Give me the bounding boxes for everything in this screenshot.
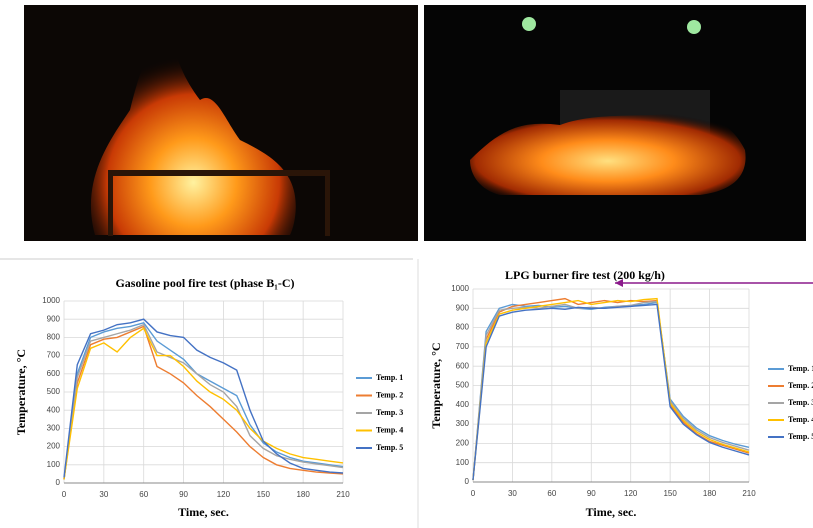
y-axis-label: Temperature, °C xyxy=(14,349,28,435)
x-tick-label: 180 xyxy=(703,489,717,498)
x-tick-label: 90 xyxy=(587,489,596,498)
series-line xyxy=(472,297,750,481)
series-line xyxy=(63,323,344,480)
y-tick-label: 200 xyxy=(47,442,61,451)
x-tick-label: 0 xyxy=(62,490,67,499)
legend-label: Temp. 2 xyxy=(788,381,813,390)
y-tick-label: 100 xyxy=(456,458,470,467)
x-tick-label: 90 xyxy=(179,490,188,499)
x-tick-label: 30 xyxy=(508,489,517,498)
legend-label: Temp. 1 xyxy=(376,373,403,382)
y-tick-label: 800 xyxy=(47,333,61,342)
legend-label: Temp. 4 xyxy=(788,415,813,424)
x-tick-label: 180 xyxy=(296,490,310,499)
x-axis-label: Time, sec. xyxy=(586,505,637,519)
x-tick-label: 30 xyxy=(99,490,108,499)
x-tick-label: 120 xyxy=(624,489,638,498)
y-tick-label: 1000 xyxy=(451,284,469,293)
x-tick-label: 150 xyxy=(257,490,271,499)
y-tick-label: 100 xyxy=(47,460,61,469)
legend-label: Temp. 5 xyxy=(376,443,403,452)
legend-label: Temp. 1 xyxy=(788,364,813,373)
y-tick-label: 600 xyxy=(456,361,470,370)
y-tick-label: 200 xyxy=(456,439,470,448)
x-tick-label: 60 xyxy=(139,490,148,499)
y-tick-label: 800 xyxy=(456,323,470,332)
photo-gasoline xyxy=(24,5,418,241)
y-tick-label: 900 xyxy=(456,303,470,312)
legend-label: Temp. 3 xyxy=(788,398,813,407)
x-tick-label: 120 xyxy=(217,490,231,499)
x-tick-label: 210 xyxy=(742,489,756,498)
series-line xyxy=(63,318,344,478)
y-tick-label: 900 xyxy=(47,314,61,323)
y-axis-label: Temperature, °C xyxy=(429,342,443,428)
chart-title: Gasoline pool fire test (phase B₁-C) xyxy=(115,276,294,290)
series-line xyxy=(63,327,344,480)
x-tick-label: 210 xyxy=(336,490,350,499)
y-tick-label: 700 xyxy=(456,342,470,351)
x-tick-label: 60 xyxy=(547,489,556,498)
chart: 0 100 200 300 400 500 600 700 800 900 1000 0 30 60 90 1… xyxy=(429,268,813,519)
annotation-arrowhead xyxy=(615,279,623,287)
y-tick-label: 500 xyxy=(47,387,61,396)
legend-label: Temp. 3 xyxy=(376,408,403,417)
y-tick-label: 400 xyxy=(456,400,470,409)
series-line xyxy=(63,322,344,480)
x-tick-label: 150 xyxy=(663,489,677,498)
y-tick-label: 700 xyxy=(47,351,61,360)
y-tick-label: 300 xyxy=(47,424,61,433)
y-tick-label: 600 xyxy=(47,369,61,378)
series-line xyxy=(472,303,750,481)
y-tick-label: 300 xyxy=(456,419,470,428)
legend-label: Temp. 2 xyxy=(376,390,403,399)
y-tick-label: 500 xyxy=(456,381,470,390)
legend-label: Temp. 4 xyxy=(376,425,403,434)
y-tick-label: 1000 xyxy=(42,296,60,305)
series-line xyxy=(63,325,344,480)
y-tick-label: 400 xyxy=(47,405,61,414)
x-axis-label: Time, sec. xyxy=(178,505,229,519)
y-tick-label: 0 xyxy=(465,477,470,486)
chart: 0 100 200 300 400 500 600 700 800 900 1000 0 30 60 90 1… xyxy=(14,276,404,519)
y-tick-label: 0 xyxy=(56,478,61,487)
photo-lpg xyxy=(424,5,806,241)
chart-title: LPG burner fire test (200 kg/h) xyxy=(505,268,665,282)
legend-label: Temp. 5 xyxy=(788,432,813,441)
x-tick-label: 0 xyxy=(471,489,476,498)
